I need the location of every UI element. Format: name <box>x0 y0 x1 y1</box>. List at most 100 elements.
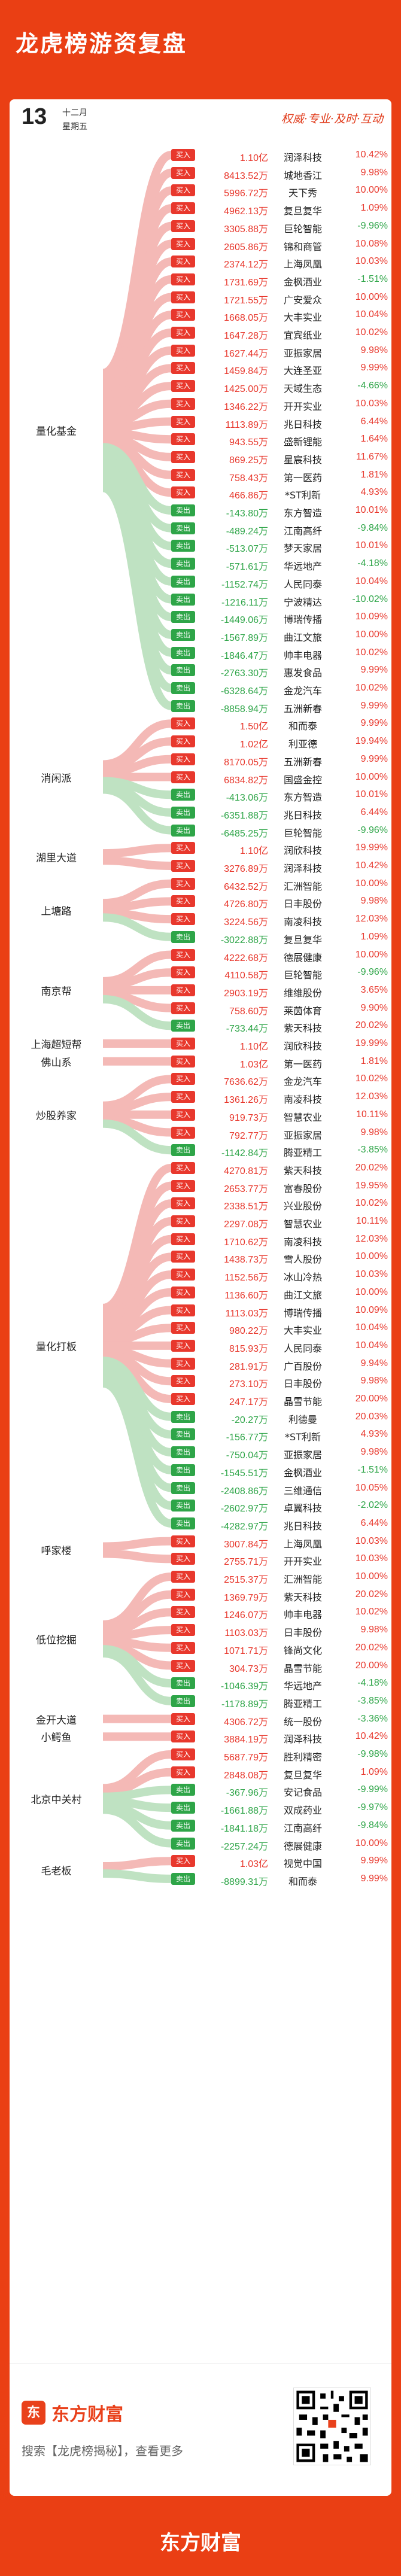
trade-row[interactable]: 买入 1425.00万 天域生态 -4.66% <box>171 379 391 395</box>
trade-row[interactable]: 买入 1361.26万 南凌科技 12.03% <box>171 1090 391 1106</box>
stock-name[interactable]: 城地香江 <box>283 169 322 181</box>
trade-row[interactable]: 卖出 -1142.84万 腾亚精工 -3.85% <box>171 1143 391 1159</box>
stock-name[interactable]: 莱茵体育 <box>283 1005 322 1017</box>
stock-name[interactable]: 曲江文旅 <box>283 631 322 643</box>
stock-name[interactable]: *ST利新 <box>285 1431 321 1443</box>
stock-name[interactable]: 兆日科技 <box>283 809 322 821</box>
stock-name[interactable]: 国盛金控 <box>283 774 322 786</box>
trade-row[interactable]: 买入 281.91万 广百股份 9.94% <box>171 1357 391 1372</box>
stock-name[interactable]: 润欣科技 <box>283 845 322 857</box>
stock-name[interactable]: 东方智造 <box>283 507 322 519</box>
trade-row[interactable]: 买入 1.03亿 第一医药 1.81% <box>171 1054 391 1070</box>
stock-name[interactable]: 博瑞传播 <box>283 1307 322 1319</box>
trade-row[interactable]: 买入 1710.62万 南凌科技 12.03% <box>171 1232 391 1248</box>
stock-name[interactable]: 晶雪节能 <box>283 1662 322 1674</box>
stock-name[interactable]: 南凌科技 <box>283 916 322 928</box>
trade-row[interactable]: 买入 7636.62万 金龙汽车 10.02% <box>171 1072 391 1087</box>
trade-row[interactable]: 买入 1731.69万 金枫酒业 -1.51% <box>171 272 391 288</box>
trade-row[interactable]: 卖出 -1841.18万 江南高纤 -9.84% <box>171 1818 391 1834</box>
stock-name[interactable]: 腾亚精工 <box>283 1698 322 1710</box>
trade-row[interactable]: 买入 304.73万 晶雪节能 20.00% <box>171 1659 391 1674</box>
trade-row[interactable]: 买入 1152.56万 冰山冷热 10.03% <box>171 1267 391 1284</box>
trade-row[interactable]: 卖出 -1661.88万 双成药业 -9.97% <box>171 1801 391 1816</box>
trade-row[interactable]: 买入 919.73万 智慧农业 10.11% <box>171 1108 391 1123</box>
trade-row[interactable]: 买入 4110.58万 巨轮智能 -9.96% <box>171 965 391 981</box>
trade-row[interactable]: 买入 1346.22万 开开实业 10.03% <box>171 397 391 412</box>
trade-row[interactable]: 卖出 -367.96万 安记食品 -9.99% <box>171 1783 391 1798</box>
stock-name[interactable]: 五洲新春 <box>283 702 322 714</box>
trade-row[interactable]: 卖出 -571.61万 华远地产 -4.18% <box>171 556 391 573</box>
trade-row[interactable]: 卖出 -2763.30万 惠发食品 9.99% <box>171 663 391 679</box>
trade-row[interactable]: 买入 1071.71万 锋尚文化 20.02% <box>171 1641 391 1656</box>
stock-name[interactable]: 兴业股份 <box>283 1200 322 1212</box>
trade-row[interactable]: 买入 466.86万 *ST利新 4.93% <box>171 485 391 501</box>
stock-name[interactable]: 金龙汽车 <box>283 685 322 697</box>
stock-name[interactable]: 润欣科技 <box>283 1041 322 1052</box>
trade-row[interactable]: 买入 1.10亿 润欣科技 19.99% <box>171 1036 391 1052</box>
trade-row[interactable]: 卖出 -2408.86万 三维通信 10.05% <box>171 1481 391 1497</box>
stock-name[interactable]: 亚振家居 <box>283 1449 322 1461</box>
stock-name[interactable]: 开开实业 <box>283 400 322 412</box>
stock-name[interactable]: 开开实业 <box>283 1556 322 1568</box>
stock-name[interactable]: 南凌科技 <box>283 1094 322 1106</box>
trade-row[interactable]: 买入 1113.03万 博瑞传播 10.09% <box>171 1303 391 1319</box>
trade-row[interactable]: 买入 1668.05万 大丰实业 10.04% <box>171 308 391 323</box>
stock-name[interactable]: 南凌科技 <box>283 1236 322 1248</box>
trade-row[interactable]: 买入 8170.05万 五洲新春 9.99% <box>171 752 391 768</box>
stock-name[interactable]: 江南高纤 <box>283 525 322 537</box>
trade-row[interactable]: 买入 1721.55万 广安爱众 10.00% <box>171 290 391 306</box>
trade-row[interactable]: 买入 1113.89万 兆日科技 6.44% <box>171 415 391 430</box>
stock-name[interactable]: 智慧农业 <box>283 1218 322 1230</box>
trade-row[interactable]: 卖出 -413.06万 东方智造 10.01% <box>171 787 391 804</box>
stock-name[interactable]: 惠发食品 <box>283 667 322 679</box>
stock-name[interactable]: 晶雪节能 <box>283 1396 322 1407</box>
trade-row[interactable]: 卖出 -20.27万 利德曼 20.03% <box>171 1410 391 1425</box>
stock-name[interactable]: 上海凤凰 <box>283 1538 322 1550</box>
trade-row[interactable]: 买入 2297.08万 智慧农业 10.11% <box>171 1214 391 1230</box>
trade-row[interactable]: 买入 2374.12万 上海凤凰 10.03% <box>171 254 391 270</box>
stock-name[interactable]: 东方智造 <box>283 792 322 804</box>
stock-name[interactable]: 和而泰 <box>288 1875 317 1887</box>
stock-name[interactable]: 金枫酒业 <box>283 276 322 288</box>
trade-row[interactable]: 买入 1.10亿 润泽科技 10.42% <box>171 148 391 163</box>
trade-row[interactable]: 卖出 -4282.97万 兆日科技 6.44% <box>171 1516 391 1532</box>
trade-row[interactable]: 买入 1438.73万 雪人股份 10.00% <box>171 1249 391 1265</box>
stock-name[interactable]: 天域生态 <box>283 383 322 395</box>
trade-row[interactable]: 卖出 -2602.97万 卓翼科技 -2.02% <box>171 1498 391 1514</box>
trade-row[interactable]: 卖出 -1449.06万 博瑞传播 10.09% <box>171 610 391 625</box>
stock-name[interactable]: 华远地产 <box>283 1680 322 1692</box>
stock-name[interactable]: 兆日科技 <box>283 1520 322 1532</box>
trade-row[interactable]: 买入 3007.84万 上海凤凰 10.03% <box>171 1534 391 1550</box>
stock-name[interactable]: 冰山冷热 <box>283 1272 322 1284</box>
stock-name[interactable]: 和而泰 <box>288 720 317 732</box>
trade-row[interactable]: 买入 2903.19万 维维股份 3.65% <box>171 983 391 999</box>
stock-name[interactable]: 汇洲智能 <box>283 880 322 892</box>
stock-name[interactable]: 腾亚精工 <box>283 1147 322 1159</box>
stock-name[interactable]: 广安爱众 <box>283 294 322 306</box>
stock-name[interactable]: 复旦复华 <box>283 933 322 945</box>
stock-name[interactable]: 润泽科技 <box>283 152 322 163</box>
stock-name[interactable]: 江南高纤 <box>283 1822 322 1834</box>
stock-name[interactable]: 帅丰电器 <box>283 1609 322 1621</box>
trade-row[interactable]: 买入 1.03亿 视觉中国 9.99% <box>171 1854 391 1869</box>
trade-row[interactable]: 卖出 -8858.94万 五洲新春 9.99% <box>171 699 391 714</box>
trade-row[interactable]: 卖出 -733.44万 紫天科技 20.02% <box>171 1018 391 1034</box>
trade-row[interactable]: 买入 3224.56万 南凌科技 12.03% <box>171 912 391 928</box>
stock-name[interactable]: 巨轮智能 <box>283 223 322 235</box>
stock-name[interactable]: 复旦复华 <box>283 1769 322 1781</box>
trade-row[interactable]: 卖出 -3022.88万 复旦复华 1.09% <box>171 930 391 945</box>
trade-row[interactable]: 买入 2755.71万 开开实业 10.03% <box>171 1552 391 1568</box>
stock-name[interactable]: 天下秀 <box>288 187 317 199</box>
trade-row[interactable]: 买入 2338.51万 兴业股份 10.02% <box>171 1196 391 1212</box>
trade-row[interactable]: 卖出 -6485.25万 巨轮智能 -9.96% <box>171 823 391 839</box>
stock-name[interactable]: 华远地产 <box>283 561 322 573</box>
stock-name[interactable]: 人民同泰 <box>283 578 322 590</box>
trade-row[interactable]: 买入 2605.86万 锦和商管 10.08% <box>171 237 391 253</box>
trade-row[interactable]: 卖出 -1216.11万 宁波精达 -10.02% <box>171 592 391 608</box>
stock-name[interactable]: 广百股份 <box>283 1360 322 1372</box>
trade-row[interactable]: 买入 1459.84万 大连圣亚 9.99% <box>171 361 391 376</box>
trade-row[interactable]: 买入 2653.77万 富春股份 19.95% <box>171 1179 391 1194</box>
footer-logo[interactable]: 东 东方财富 <box>22 2399 123 2426</box>
trade-row[interactable]: 卖出 -6351.88万 兆日科技 6.44% <box>171 805 391 821</box>
stock-name[interactable]: 帅丰电器 <box>283 649 322 661</box>
